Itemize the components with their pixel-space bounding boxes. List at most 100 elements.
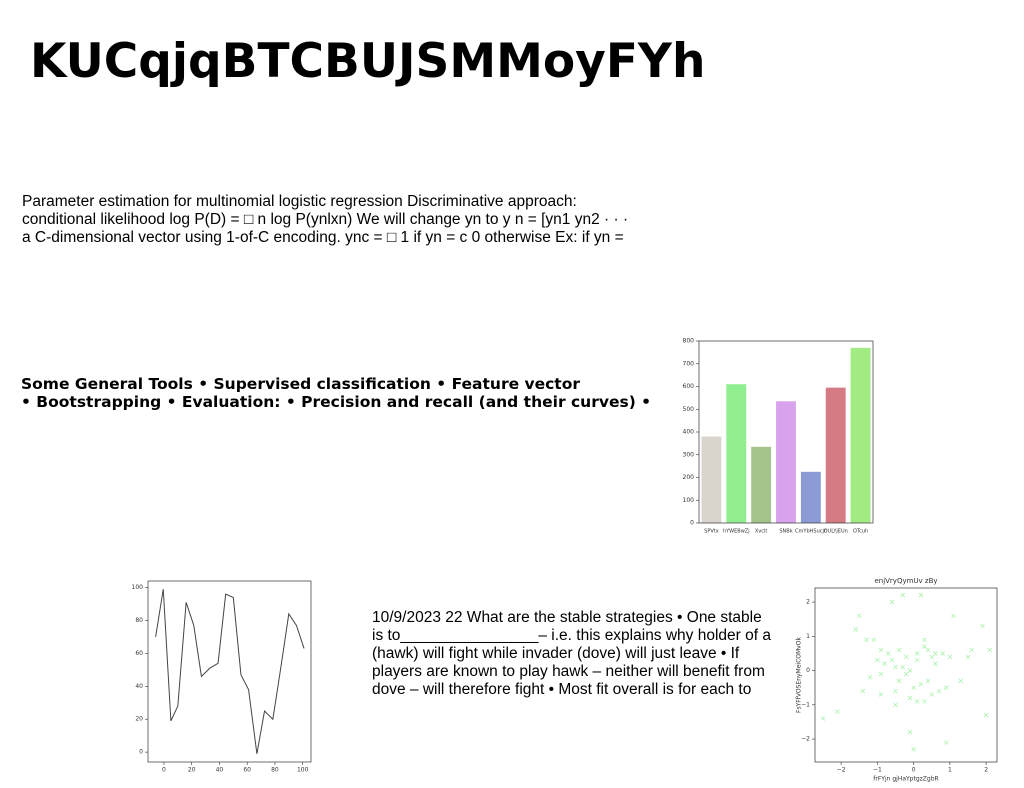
point xyxy=(856,613,862,619)
text-line: (hawk) will fight while invader (dove) w… xyxy=(372,645,740,662)
point xyxy=(878,671,884,677)
x-axis-label: frFYjn gjHaYptgzZgbR xyxy=(873,776,938,783)
point xyxy=(940,651,945,656)
point xyxy=(882,661,887,666)
y-tick-label: 40 xyxy=(135,683,143,690)
point xyxy=(907,668,913,673)
point xyxy=(943,740,949,745)
point xyxy=(907,729,913,735)
point xyxy=(853,627,858,632)
x-tick-label: −2 xyxy=(837,767,846,774)
point xyxy=(835,709,840,714)
point xyxy=(943,685,949,690)
y-tick-label: 100 xyxy=(683,497,695,504)
x-tick-label: SPVtx xyxy=(704,529,719,535)
point xyxy=(893,688,898,694)
plot-frame xyxy=(698,340,874,524)
text-line: players are known to play hawk – neither… xyxy=(372,663,765,680)
point xyxy=(889,657,895,663)
point xyxy=(904,654,909,660)
paragraph: 10/9/2023 22 What are the stable strateg… xyxy=(372,609,771,699)
point xyxy=(900,664,906,670)
point xyxy=(936,688,942,694)
point xyxy=(893,702,898,708)
x-tick-label: Xvclt xyxy=(755,529,768,535)
paragraph: Some General Tools • Supervised classifi… xyxy=(21,375,651,411)
point xyxy=(896,678,902,684)
bar xyxy=(701,436,722,523)
y-tick-label: 200 xyxy=(683,474,695,481)
point xyxy=(907,695,913,701)
y-tick-label: 600 xyxy=(683,383,695,390)
y-tick-label: 2 xyxy=(806,599,810,606)
x-tick-label: 20 xyxy=(188,767,196,774)
point xyxy=(947,654,953,660)
point xyxy=(867,675,873,680)
plot-frame xyxy=(814,587,998,763)
x-tick-label: OULYjEUn xyxy=(824,529,848,535)
point xyxy=(980,623,985,629)
point xyxy=(925,678,931,684)
point xyxy=(951,613,956,619)
chart: −2 −1 0 1 2 −2 −1 0 1 2 enjVryQymUv zBy frFYjn gjHa… xyxy=(796,577,998,783)
page-title: KUCqjqBTCBUJSMMoyFYh xyxy=(30,34,706,89)
y-tick-label: 0 xyxy=(690,520,694,527)
text-line: Parameter estimation for multinomial log… xyxy=(22,193,577,210)
point xyxy=(929,654,935,660)
y-tick-label: 60 xyxy=(135,650,143,657)
point xyxy=(925,647,931,653)
point xyxy=(914,651,920,656)
y-axis-label: FsYFfVOSEnyMeiCOMvOk xyxy=(796,637,803,713)
point xyxy=(878,647,884,653)
point xyxy=(987,647,993,653)
point xyxy=(878,692,884,697)
y-tick-label: 80 xyxy=(135,617,143,624)
text-line: 10/9/2023 22 What are the stable strateg… xyxy=(372,609,762,626)
point xyxy=(904,671,909,677)
x-tick-label: 1 xyxy=(948,767,952,774)
point xyxy=(918,592,924,598)
paragraph: Parameter estimation for multinomial log… xyxy=(22,193,628,247)
y-tick-label: 700 xyxy=(683,360,695,367)
y-tick-label: 300 xyxy=(683,451,695,458)
x-tick-label: 2 xyxy=(984,767,988,774)
point xyxy=(922,644,927,649)
x-tick-label: CmYbHSucjc xyxy=(795,529,827,535)
x-tick-label: OTcuh xyxy=(853,529,868,535)
x-tick-label: 60 xyxy=(243,767,251,774)
x-tick-label: 40 xyxy=(216,767,224,774)
chart-title: enjVryQymUv zBy xyxy=(874,577,937,585)
x-tick-label: 100 xyxy=(297,767,309,774)
y-tick-label: −2 xyxy=(801,736,810,743)
point xyxy=(885,651,891,656)
point xyxy=(969,647,974,653)
point xyxy=(860,688,866,694)
text-line: Some General Tools • Supervised classifi… xyxy=(21,375,581,393)
point xyxy=(983,712,989,718)
y-tick-label: 100 xyxy=(132,584,144,591)
bar xyxy=(825,387,846,523)
x-tick-label: hYWEBwZj xyxy=(723,529,750,535)
bar xyxy=(850,347,871,523)
point xyxy=(914,657,920,663)
y-tick-label: 500 xyxy=(683,406,695,413)
x-tick-label: −1 xyxy=(873,767,882,774)
y-tick-label: 0 xyxy=(806,667,810,674)
point xyxy=(929,692,935,697)
chart: 0 20 40 60 80 100 0 20 40 60 80 100 xyxy=(132,580,312,774)
y-tick-label: 20 xyxy=(135,716,143,723)
text-line: conditional likelihood log P(D) = □ n lo… xyxy=(22,211,629,228)
x-tick-label: 0 xyxy=(162,767,166,774)
bar xyxy=(776,401,796,523)
point xyxy=(911,747,916,752)
y-tick-label: 800 xyxy=(683,338,695,345)
text-line: a C-dimensional vector using 1-of-C enco… xyxy=(22,229,624,246)
y-tick-label: 1 xyxy=(806,633,810,640)
point xyxy=(933,661,938,666)
y-tick-label: 400 xyxy=(683,429,695,436)
point xyxy=(820,716,826,721)
x-tick-label: 0 xyxy=(912,767,916,774)
point xyxy=(922,699,927,704)
